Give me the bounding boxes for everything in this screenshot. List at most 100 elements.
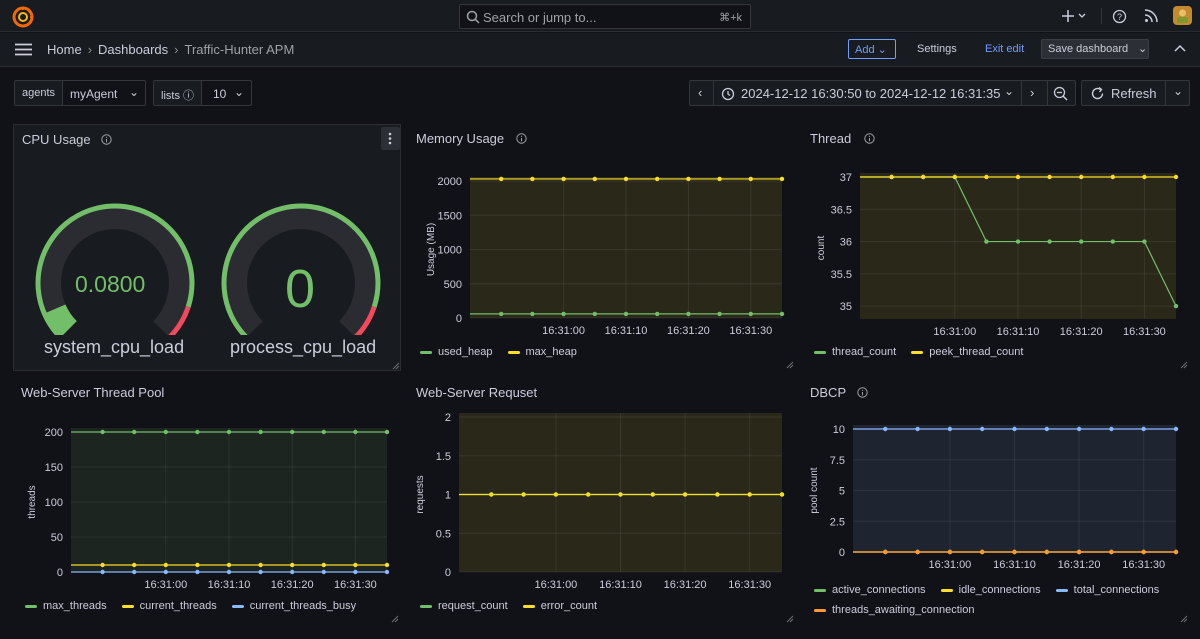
info-icon[interactable] xyxy=(101,134,112,145)
settings-button[interactable]: Settings xyxy=(917,43,957,55)
legend-item[interactable]: request_count xyxy=(420,600,508,612)
legend-item[interactable]: error_count xyxy=(522,600,597,612)
breadcrumb-separator-icon: › xyxy=(87,42,93,57)
data-point-used_heap xyxy=(499,311,504,317)
data-point-total_connections xyxy=(947,426,953,432)
info-icon[interactable] xyxy=(857,387,868,398)
lists-variable[interactable]: lists ⓘ 10 ⌄ xyxy=(153,80,252,106)
grafana-logo-icon[interactable] xyxy=(12,6,34,28)
data-point-total_connections xyxy=(1076,426,1082,432)
data-point-thread_count xyxy=(1015,239,1021,244)
resize-handle-icon[interactable] xyxy=(786,361,794,369)
zoom-out-icon[interactable] xyxy=(1053,86,1068,101)
data-point-current_threads_busy xyxy=(100,569,105,575)
panel-dbcp[interactable]: DBCP 0 2.5 5 7.5 10 16:31:00 16:31:10 16:31:20 1… xyxy=(802,378,1190,625)
gauge-threshold-red xyxy=(354,305,377,335)
x-tick-label: 16:31:30 xyxy=(729,325,772,337)
legend-item[interactable]: max_heap xyxy=(507,346,577,358)
resize-handle-icon[interactable] xyxy=(392,362,400,370)
exit-edit-button[interactable]: Exit edit xyxy=(985,43,1025,55)
refresh-icon[interactable] xyxy=(1090,86,1105,101)
resize-handle-icon[interactable] xyxy=(1180,361,1188,369)
data-point-current_threads_busy xyxy=(290,569,295,575)
menu-hamburger-icon[interactable] xyxy=(15,43,32,56)
help-icon[interactable]: ? xyxy=(1112,9,1127,24)
legend-item[interactable]: threads_awaiting_connection xyxy=(814,600,975,620)
legend-item[interactable]: thread_count xyxy=(814,346,896,358)
legend-label: current_threads_busy xyxy=(249,600,357,612)
chevron-down-icon[interactable]: ⌄ xyxy=(1173,84,1184,98)
breadcrumb-home[interactable]: Home xyxy=(47,42,82,57)
data-point-peek_thread_count xyxy=(1142,174,1147,180)
y-tick-label: 50 xyxy=(51,532,63,544)
data-point-max_heap xyxy=(623,176,629,182)
data-point-current_threads_busy xyxy=(258,569,263,575)
new-plus-icon[interactable] xyxy=(1062,6,1090,26)
y-axis-label: count xyxy=(816,236,827,261)
time-back-chevron-icon[interactable]: ‹ xyxy=(698,85,703,100)
search-shortcut: ⌘+k xyxy=(719,12,742,24)
gauges xyxy=(35,203,381,335)
data-point-current_threads xyxy=(290,562,295,568)
agents-variable-label: agents xyxy=(15,81,64,105)
info-icon[interactable] xyxy=(864,133,875,144)
legend-label: peek_thread_count xyxy=(929,346,1024,358)
panel-thread[interactable]: Thread 35 35.5 36 36.5 37 16:31:00 16:31:10 16:… xyxy=(802,124,1190,371)
data-point-threads_awaiting_connection xyxy=(915,549,920,555)
legend-item[interactable]: peek_thread_count xyxy=(911,346,1023,358)
legend-item[interactable]: active_connections xyxy=(814,580,926,600)
panel-title: Thread xyxy=(810,131,852,146)
data-point-max_heap xyxy=(655,176,660,182)
gauge-value-fill xyxy=(45,303,78,335)
agents-variable[interactable]: agents myAgent ⌄ xyxy=(14,80,146,106)
panel-memory-usage[interactable]: Memory Usage 0 500 1000 1500 2000 16:31:00 16:… xyxy=(408,124,796,371)
y-axis-label: pool count xyxy=(809,467,820,513)
data-point-current_threads xyxy=(353,562,358,568)
panel-cpu-usage[interactable]: CPU Usage 0.0800 0 system_cpu_load proce… xyxy=(13,124,401,371)
resize-handle-icon[interactable] xyxy=(391,615,399,623)
resize-handle-icon[interactable] xyxy=(786,615,794,623)
x-tick-label: 16:31:30 xyxy=(1123,326,1166,338)
resize-handle-icon[interactable] xyxy=(1180,615,1188,623)
legend-item[interactable]: max_threads xyxy=(25,600,107,612)
legend-item[interactable]: current_threads xyxy=(121,600,217,612)
legend-item[interactable]: used_heap xyxy=(420,346,492,358)
y-tick-label: 200 xyxy=(45,427,63,439)
clock-icon xyxy=(721,87,735,101)
refresh-button[interactable]: Refresh xyxy=(1111,86,1157,101)
y-tick-label: 37 xyxy=(840,172,852,184)
chevron-down-icon[interactable]: ⌄ xyxy=(1004,84,1015,98)
y-tick-label: 1000 xyxy=(438,245,462,257)
news-rss-icon[interactable] xyxy=(1144,9,1158,23)
legend-label: max_threads xyxy=(43,600,107,612)
plot-area xyxy=(853,425,1176,552)
agents-variable-value[interactable]: myAgent xyxy=(70,87,118,101)
panel-web-server-request[interactable]: Web-Server Requset 0 0.5 1 1.5 2 16:31:00 16:3… xyxy=(408,378,796,625)
legend-item[interactable]: idle_connections xyxy=(940,580,1041,600)
add-button[interactable]: Add ⌄ xyxy=(848,39,896,59)
time-range-text[interactable]: 2024-12-12 16:30:50 to 2024-12-12 16:31:… xyxy=(741,86,1001,101)
save-dashboard-button[interactable]: Save dashboard ⌄ xyxy=(1041,39,1149,59)
legend-item[interactable]: total_connections xyxy=(1055,580,1159,600)
x-tick-label: 16:31:30 xyxy=(1122,559,1165,571)
data-point-error_count xyxy=(489,492,494,497)
panel-web-server-thread-pool[interactable]: Web-Server Thread Pool 0 50 100 150 200 16:31… xyxy=(13,378,401,625)
data-point-used_heap xyxy=(530,311,535,317)
legend-item[interactable]: current_threads_busy xyxy=(231,600,357,612)
top-navbar: Search or jump to... ⌘+k ? xyxy=(0,0,1200,32)
lists-variable-value[interactable]: 10 xyxy=(213,87,227,101)
chevron-up-icon[interactable] xyxy=(1173,42,1187,56)
panel-menu-icon[interactable] xyxy=(381,127,400,150)
data-point-current_threads xyxy=(163,562,168,568)
data-point-peek_thread_count xyxy=(889,174,894,180)
data-point-used_heap xyxy=(686,311,691,317)
data-point-thread_count xyxy=(1079,239,1084,244)
user-avatar-icon[interactable] xyxy=(1173,6,1192,25)
info-icon[interactable] xyxy=(516,133,527,144)
y-axis-label: threads xyxy=(27,485,38,518)
breadcrumb-dashboards[interactable]: Dashboards xyxy=(98,42,169,57)
search-bar[interactable]: Search or jump to... ⌘+k xyxy=(459,4,751,29)
x-tick-label: 16:31:30 xyxy=(728,579,771,591)
data-point-current_threads xyxy=(384,562,390,568)
time-forward-chevron-icon[interactable]: › xyxy=(1030,85,1035,100)
